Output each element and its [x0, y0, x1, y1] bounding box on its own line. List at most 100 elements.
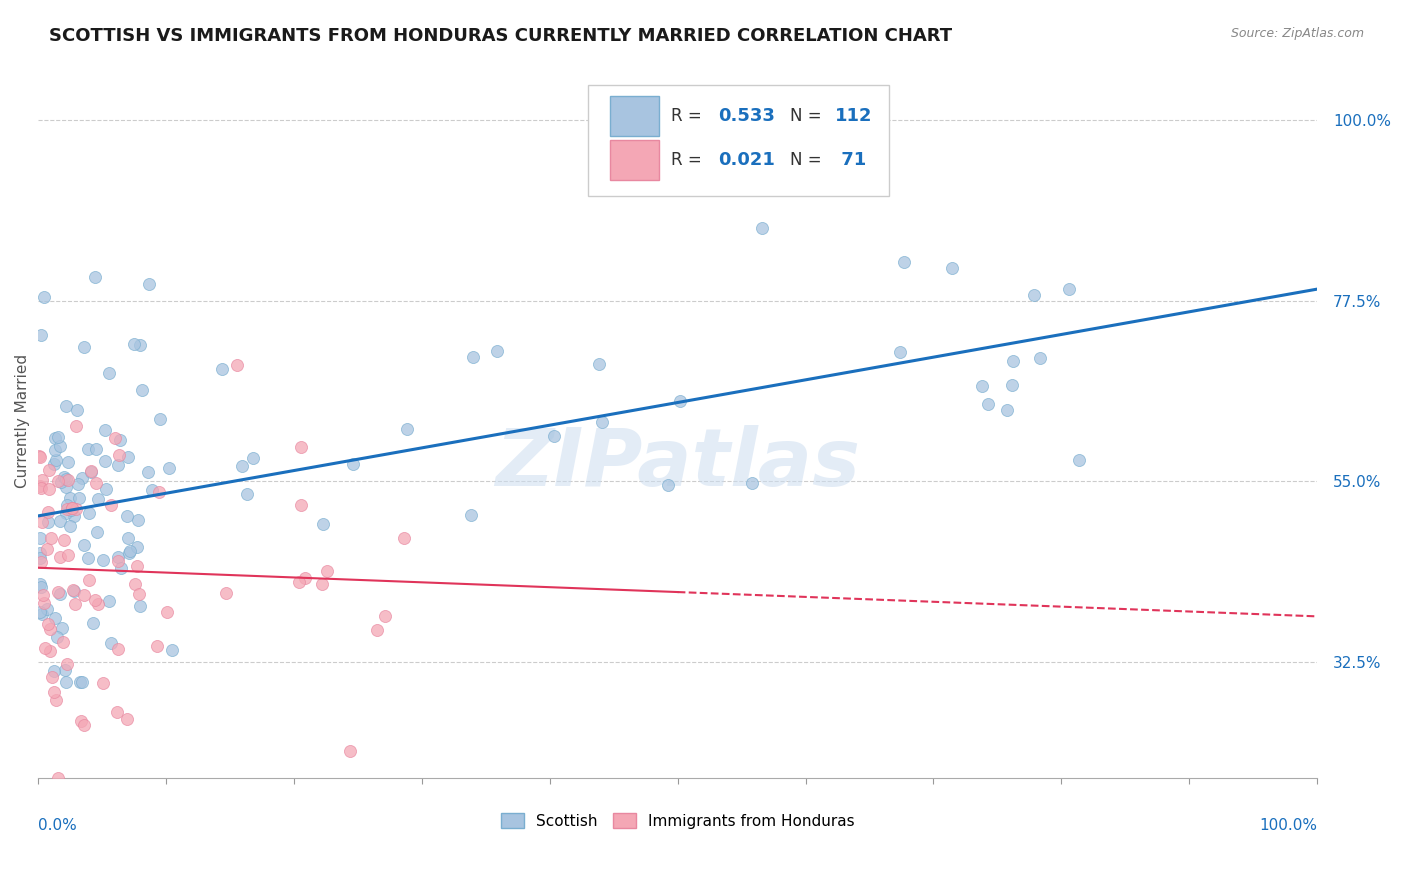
Point	[65, 598, 87, 612]
Text: 0.021: 0.021	[718, 152, 776, 169]
Point	[149, 412, 172, 426]
Point	[76, 442, 98, 456]
Point	[145, 639, 167, 653]
Point	[56, 502, 79, 516]
Point	[290, 498, 312, 512]
Point	[58, 473, 80, 487]
Point	[31, 327, 53, 342]
Point	[56, 498, 79, 512]
Text: 100.0%: 100.0%	[1258, 817, 1317, 832]
Point	[60, 502, 83, 516]
Point	[82, 616, 104, 631]
Point	[136, 466, 159, 480]
Point	[55, 472, 77, 486]
Point	[1022, 288, 1045, 302]
Point	[105, 705, 128, 719]
Point	[55, 674, 77, 689]
Point	[485, 344, 508, 359]
Point	[42, 665, 65, 679]
Point	[941, 261, 963, 276]
Point	[34, 596, 56, 610]
Point	[104, 431, 127, 445]
Point	[73, 340, 96, 354]
Point	[131, 383, 153, 397]
Point	[63, 583, 86, 598]
Point	[366, 623, 388, 637]
Point	[129, 599, 152, 613]
Point	[115, 508, 138, 523]
Point	[108, 449, 131, 463]
Point	[110, 433, 132, 447]
Point	[84, 269, 107, 284]
Point	[46, 474, 69, 488]
Text: R =: R =	[671, 152, 707, 169]
Point	[128, 338, 150, 352]
Point	[73, 538, 96, 552]
Point	[668, 394, 690, 409]
Point	[38, 482, 60, 496]
Point	[55, 506, 77, 520]
Point	[49, 475, 72, 490]
Point	[62, 583, 84, 598]
Point	[67, 491, 90, 505]
Point	[100, 636, 122, 650]
Point	[87, 492, 110, 507]
Point	[125, 540, 148, 554]
Point	[38, 622, 60, 636]
Point	[98, 594, 121, 608]
Point	[117, 450, 139, 464]
Point	[41, 670, 63, 684]
Point	[30, 545, 52, 559]
Point	[591, 415, 613, 429]
Text: 112: 112	[835, 107, 873, 125]
FancyBboxPatch shape	[610, 96, 658, 136]
Point	[311, 517, 333, 532]
Point	[72, 674, 94, 689]
Point	[231, 459, 253, 474]
Y-axis label: Currently Married: Currently Married	[15, 354, 30, 488]
Point	[122, 336, 145, 351]
Point	[65, 418, 87, 433]
Point	[55, 400, 77, 414]
Point	[657, 478, 679, 492]
Point	[460, 508, 482, 522]
Point	[290, 440, 312, 454]
Point	[107, 642, 129, 657]
Point	[44, 692, 66, 706]
Text: N =: N =	[790, 107, 827, 125]
Point	[211, 362, 233, 376]
Point	[226, 358, 249, 372]
Point	[52, 635, 75, 649]
Text: SCOTTISH VS IMMIGRANTS FROM HONDURAS CURRENTLY MARRIED CORRELATION CHART: SCOTTISH VS IMMIGRANTS FROM HONDURAS CUR…	[49, 27, 952, 45]
Point	[995, 402, 1018, 417]
Point	[138, 277, 160, 291]
Point	[1057, 282, 1080, 296]
Text: 0.0%: 0.0%	[38, 817, 77, 832]
Point	[294, 571, 316, 585]
Point	[463, 350, 485, 364]
Point	[976, 397, 998, 411]
Point	[52, 533, 75, 547]
Point	[49, 587, 72, 601]
Point	[392, 531, 415, 545]
Text: ZIPatlas: ZIPatlas	[495, 425, 860, 503]
Point	[56, 455, 79, 469]
Legend: Scottish, Immigrants from Honduras: Scottish, Immigrants from Honduras	[495, 806, 860, 835]
Point	[156, 606, 179, 620]
Point	[339, 744, 361, 758]
Point	[38, 644, 60, 658]
Point	[39, 531, 62, 545]
Point	[46, 430, 69, 444]
Point	[543, 428, 565, 442]
Point	[1002, 354, 1025, 368]
Point	[30, 605, 52, 619]
Point	[30, 555, 52, 569]
Point	[45, 453, 67, 467]
Point	[970, 379, 993, 393]
Text: Source: ZipAtlas.com: Source: ZipAtlas.com	[1230, 27, 1364, 40]
Point	[32, 588, 55, 602]
Point	[1029, 351, 1052, 366]
Point	[28, 551, 51, 566]
Text: N =: N =	[790, 152, 827, 169]
Point	[1001, 377, 1024, 392]
